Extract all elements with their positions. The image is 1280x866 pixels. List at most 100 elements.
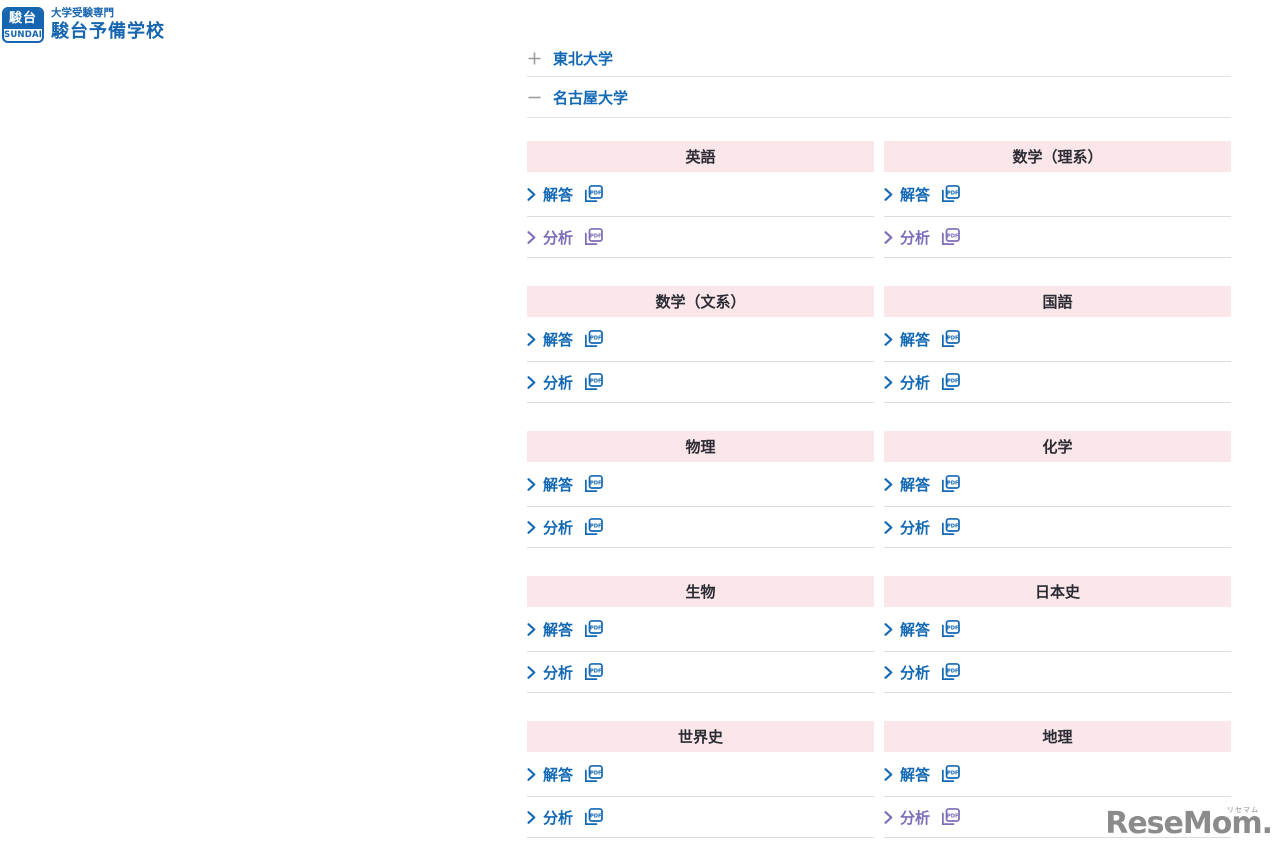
subject-card: 世界史解答 PDF 分析 PDF: [527, 721, 874, 838]
subject-card: 日本史解答 PDF 分析 PDF: [884, 576, 1231, 693]
analysis-link-label: 分析: [543, 663, 574, 682]
subject-header: 物理: [527, 431, 874, 462]
chevron-right-icon: [527, 332, 536, 346]
pdf-icon: PDF: [584, 808, 603, 826]
chevron-right-icon: [527, 187, 536, 201]
svg-text:PDF: PDF: [947, 625, 959, 631]
answer-link-label: 解答: [543, 620, 574, 639]
subject-header: 化学: [884, 431, 1231, 462]
analysis-pdf-link[interactable]: 分析 PDF: [527, 652, 874, 693]
logo-kanji: 駿台: [4, 9, 42, 29]
subject-card: 地理解答 PDF 分析 PDF: [884, 721, 1231, 838]
analysis-link-label: 分析: [900, 373, 931, 392]
answer-link-label: 解答: [543, 330, 574, 349]
chevron-right-icon: [884, 665, 893, 679]
chevron-right-icon: [527, 665, 536, 679]
answer-pdf-link[interactable]: 解答 PDF: [884, 172, 1231, 217]
answer-pdf-link[interactable]: 解答 PDF: [527, 172, 874, 217]
analysis-link-label: 分析: [900, 808, 931, 827]
subject-title: 日本史: [1034, 583, 1080, 601]
sundai-logo-mark: 駿台 SUNDAI: [2, 7, 44, 43]
pdf-icon: PDF: [584, 330, 603, 348]
pdf-icon: PDF: [584, 373, 603, 391]
analysis-link-label: 分析: [543, 518, 574, 537]
subject-title: 世界史: [677, 728, 723, 746]
university-name: 東北大学: [553, 49, 614, 68]
subject-title: 国語: [1042, 293, 1073, 311]
subject-title: 生物: [685, 583, 716, 601]
pdf-icon: PDF: [941, 475, 960, 493]
subject-header: 数学（文系）: [527, 286, 874, 317]
analysis-link-label: 分析: [900, 228, 931, 247]
chevron-right-icon: [527, 767, 536, 781]
subject-card: 数学（理系） 解答 PDF 分析 PDF: [884, 141, 1231, 258]
university-name: 名古屋大学: [553, 88, 629, 107]
svg-text:PDF: PDF: [947, 190, 959, 196]
analysis-pdf-link[interactable]: 分析 PDF: [527, 797, 874, 838]
logo-text: 大学受験専門 駿台予備学校: [51, 7, 165, 43]
chevron-right-icon: [884, 810, 893, 824]
answer-pdf-link[interactable]: 解答 PDF: [527, 607, 874, 652]
analysis-pdf-link[interactable]: 分析 PDF: [884, 362, 1231, 403]
svg-text:PDF: PDF: [590, 378, 602, 384]
svg-text:PDF: PDF: [590, 233, 602, 239]
analysis-link-label: 分析: [900, 518, 931, 537]
svg-text:PDF: PDF: [947, 523, 959, 529]
main-content: 東北大学 名古屋大学 英語 解答 PDF 分析 PDF 数学（理系） 解答 PDF 分析 PDF 数…: [527, 40, 1231, 866]
subject-grid: 英語 解答 PDF 分析 PDF 数学（理系） 解答 PDF 分析 PDF 数学（文系） 解答 PDF 分…: [527, 141, 1231, 866]
analysis-pdf-link[interactable]: 分析 PDF: [884, 652, 1231, 693]
answer-pdf-link[interactable]: 解答 PDF: [884, 317, 1231, 362]
answer-link-label: 解答: [900, 185, 931, 204]
analysis-link-label: 分析: [543, 808, 574, 827]
svg-text:PDF: PDF: [590, 770, 602, 776]
answer-pdf-link[interactable]: 解答 PDF: [527, 317, 874, 362]
answer-link-label: 解答: [543, 185, 574, 204]
logo-tagline: 大学受験専門: [51, 7, 114, 19]
chevron-right-icon: [527, 622, 536, 636]
svg-text:PDF: PDF: [590, 668, 602, 674]
plus-icon: [528, 52, 541, 64]
pdf-icon: PDF: [941, 808, 960, 826]
answer-pdf-link[interactable]: 解答 PDF: [527, 752, 874, 797]
svg-text:PDF: PDF: [947, 335, 959, 341]
svg-text:PDF: PDF: [947, 378, 959, 384]
answer-link-label: 解答: [900, 620, 931, 639]
subject-title: 地理: [1042, 728, 1073, 746]
accordion-nagoya-university[interactable]: 名古屋大学: [527, 77, 1231, 118]
analysis-pdf-link[interactable]: 分析 PDF: [527, 507, 874, 548]
subject-title: 英語: [685, 148, 716, 166]
analysis-pdf-link[interactable]: 分析 PDF: [527, 217, 874, 258]
svg-text:PDF: PDF: [590, 523, 602, 529]
svg-text:PDF: PDF: [590, 625, 602, 631]
answer-pdf-link[interactable]: 解答 PDF: [884, 752, 1231, 797]
svg-text:PDF: PDF: [947, 233, 959, 239]
svg-text:PDF: PDF: [590, 190, 602, 196]
svg-text:PDF: PDF: [947, 668, 959, 674]
chevron-right-icon: [527, 375, 536, 389]
analysis-link-label: 分析: [900, 663, 931, 682]
answer-link-label: 解答: [900, 330, 931, 349]
analysis-pdf-link[interactable]: 分析 PDF: [527, 362, 874, 403]
accordion-tohoku-university[interactable]: 東北大学: [527, 40, 1231, 77]
sundai-logo[interactable]: 駿台 SUNDAI 大学受験専門 駿台予備学校: [2, 7, 165, 43]
chevron-right-icon: [527, 520, 536, 534]
analysis-link-label: 分析: [543, 228, 574, 247]
answer-pdf-link[interactable]: 解答 PDF: [884, 462, 1231, 507]
chevron-right-icon: [884, 767, 893, 781]
pdf-icon: PDF: [941, 518, 960, 536]
analysis-pdf-link[interactable]: 分析 PDF: [884, 507, 1231, 548]
analysis-pdf-link[interactable]: 分析 PDF: [884, 217, 1231, 258]
chevron-right-icon: [884, 477, 893, 491]
pdf-icon: PDF: [941, 185, 960, 203]
subject-header: 国語: [884, 286, 1231, 317]
answer-pdf-link[interactable]: 解答 PDF: [884, 607, 1231, 652]
chevron-right-icon: [527, 477, 536, 491]
logo-romaji: SUNDAI: [4, 30, 43, 40]
chevron-right-icon: [527, 810, 536, 824]
analysis-pdf-link[interactable]: 分析 PDF: [884, 797, 1231, 838]
svg-text:PDF: PDF: [947, 480, 959, 486]
pdf-icon: PDF: [941, 373, 960, 391]
pdf-icon: PDF: [584, 475, 603, 493]
answer-pdf-link[interactable]: 解答 PDF: [527, 462, 874, 507]
subject-card: 化学 解答 PDF 分析 PDF: [884, 431, 1231, 548]
